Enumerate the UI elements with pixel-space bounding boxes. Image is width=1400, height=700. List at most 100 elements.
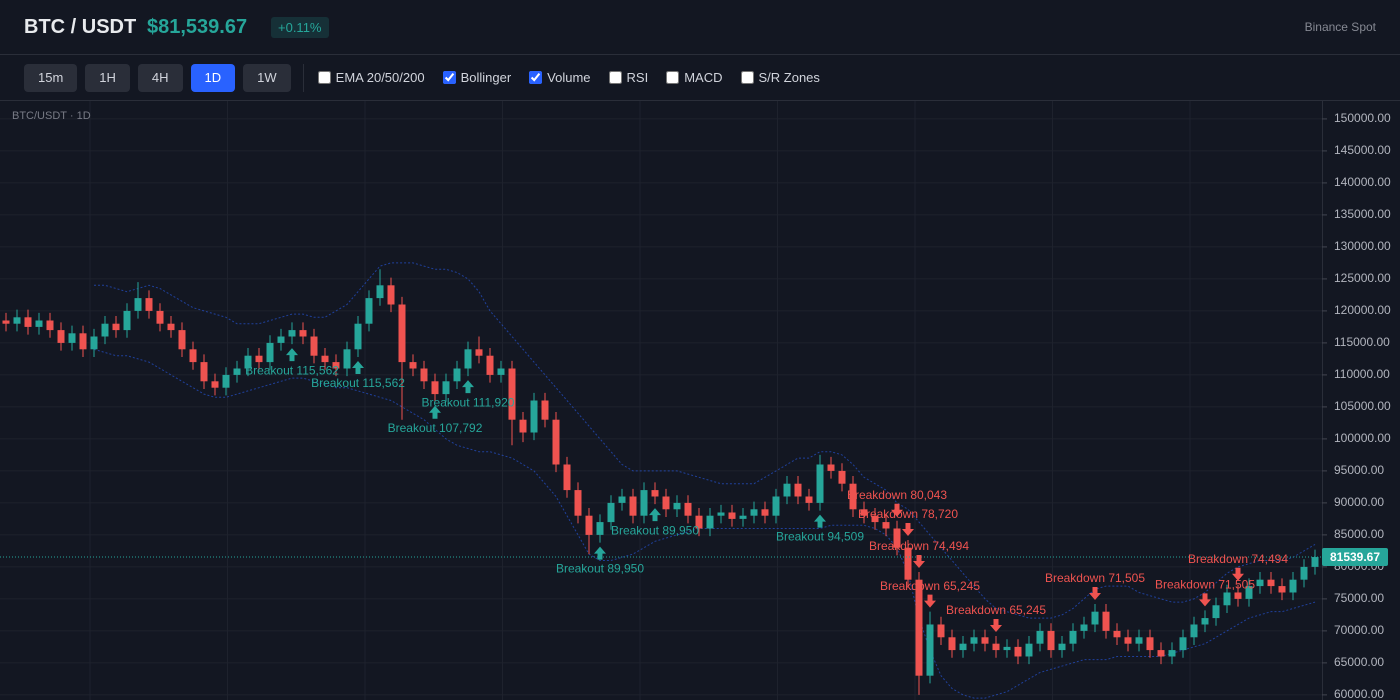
checkbox[interactable]	[740, 71, 754, 84]
candle-body	[750, 509, 758, 516]
candle-body	[1190, 624, 1198, 638]
checkbox[interactable]	[666, 71, 680, 84]
candle-body	[2, 320, 10, 324]
candle-body	[365, 298, 373, 324]
breakout-arrow	[429, 405, 441, 419]
candle-body	[475, 349, 483, 356]
candle-body	[937, 624, 945, 638]
y-tick-label: 125000.00	[1334, 271, 1391, 285]
timeframes: 15m 1H 4H 1D 1W	[24, 63, 299, 92]
indicator-toggle[interactable]: Volume	[529, 70, 591, 85]
candle-body	[376, 285, 384, 299]
candle-body	[255, 355, 263, 363]
candle-body	[838, 470, 846, 484]
breakdown-arrow	[891, 503, 903, 517]
breakout-label: Breakout 107,792	[388, 421, 483, 435]
candle-body	[849, 483, 857, 510]
candle-body	[1212, 605, 1220, 619]
candle-body	[1267, 579, 1275, 587]
breakdown-label: Breakdown 71,505	[1045, 571, 1145, 585]
candle-body	[1146, 637, 1154, 651]
candle-body	[486, 355, 494, 375]
breakout-label: Breakout 89,950	[611, 523, 699, 537]
breakout-label: Breakout 111,920	[422, 395, 515, 409]
candle-body	[398, 304, 406, 363]
indicator-toggle[interactable]: Bollinger	[442, 70, 512, 85]
indicators: EMA 20/50/200 Bollinger Volume RSI MACD S/R Z…	[317, 70, 838, 85]
candle-body	[431, 381, 439, 395]
candle-body	[596, 522, 604, 535]
candle-body	[321, 355, 329, 363]
candle-body	[805, 496, 813, 503]
candle-body	[233, 368, 241, 375]
change-badge: +0.11%	[271, 17, 329, 38]
candle-body	[1168, 650, 1176, 657]
breakout-label: Breakout 94,509	[776, 530, 864, 544]
candle-body	[310, 336, 318, 356]
candle-body	[13, 317, 21, 324]
candle-body	[464, 349, 472, 369]
candle-body	[508, 368, 516, 420]
bollinger-upper	[94, 262, 1316, 619]
candle-body	[277, 336, 285, 343]
timeframe-button[interactable]: 1H	[85, 63, 130, 92]
y-tick-label: 60000.00	[1334, 687, 1384, 700]
symbol: BTC / USDT	[24, 16, 137, 38]
candle-body	[1256, 579, 1264, 587]
candle-body	[1058, 643, 1066, 651]
candle-body	[673, 502, 681, 510]
y-tick-label: 150000.00	[1334, 111, 1391, 125]
candle-body	[970, 637, 978, 644]
candle-body	[541, 400, 549, 420]
breakdown-label: Breakdown 71,505	[1155, 578, 1255, 592]
candle-body	[1179, 637, 1187, 651]
y-tick-label: 135000.00	[1334, 207, 1391, 221]
candle-body	[728, 512, 736, 519]
candle-body	[189, 349, 197, 363]
indicator-toggle[interactable]: MACD	[666, 70, 723, 85]
indicator-label: Bollinger	[460, 70, 512, 85]
candle-body	[1223, 592, 1231, 606]
candle-body	[57, 330, 65, 343]
candle-body	[585, 515, 593, 535]
candle-body	[827, 464, 835, 471]
checkbox[interactable]	[442, 71, 456, 84]
candle-body	[1124, 637, 1132, 644]
breakdown-arrow	[924, 594, 936, 608]
candle-body	[90, 336, 98, 350]
candle-body	[299, 330, 307, 337]
candle-body	[244, 355, 252, 369]
candle-body	[739, 515, 747, 519]
timeframe-button[interactable]: 15m	[24, 63, 78, 92]
indicator-toggle[interactable]: S/R Zones	[740, 70, 820, 85]
candle-body	[35, 320, 43, 327]
candle-body	[1201, 618, 1209, 625]
breakdown-label: Breakdown 74,494	[1188, 552, 1288, 566]
checkbox[interactable]	[529, 71, 543, 84]
candle-body	[24, 317, 32, 327]
chart-title: BTC/USDT · 1D	[12, 110, 91, 122]
timeframe-button[interactable]: 1W	[243, 63, 291, 92]
candle-body	[46, 320, 54, 331]
checkbox[interactable]	[317, 71, 331, 84]
y-tick-label: 90000.00	[1334, 495, 1384, 509]
breakdown-arrow	[902, 523, 914, 537]
indicator-label: RSI	[626, 70, 649, 85]
separator	[302, 63, 304, 92]
candle-body	[981, 637, 989, 644]
timeframe-button[interactable]: 4H	[137, 63, 183, 92]
timeframe-button[interactable]: 1D	[190, 63, 236, 92]
candle-body	[112, 323, 120, 331]
checkbox[interactable]	[608, 71, 622, 84]
candle-body	[552, 419, 560, 465]
candle-body	[497, 368, 505, 375]
candle-body	[134, 298, 142, 311]
candle-body	[1036, 630, 1044, 644]
candle-body	[904, 547, 912, 580]
candle-body	[1113, 630, 1121, 638]
y-tick-label: 100000.00	[1334, 431, 1391, 445]
indicator-toggle[interactable]: RSI	[608, 70, 649, 85]
candle-body	[1047, 630, 1055, 651]
indicator-toggle[interactable]: EMA 20/50/200	[317, 70, 425, 85]
